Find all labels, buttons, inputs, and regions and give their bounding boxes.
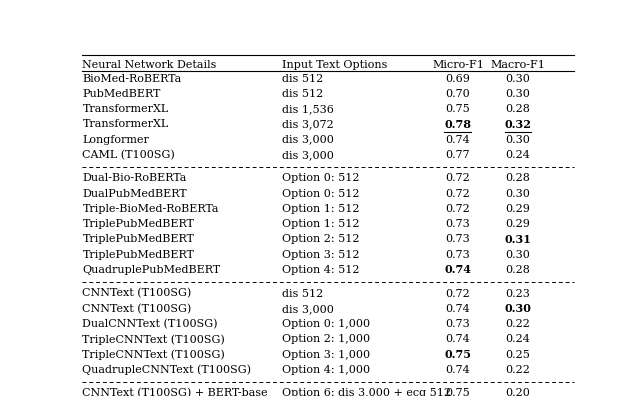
Text: TriplePubMedBERT: TriplePubMedBERT	[83, 250, 195, 260]
Text: dis 1,536: dis 1,536	[282, 104, 334, 114]
Text: PubMedBERT: PubMedBERT	[83, 89, 161, 99]
Text: 0.23: 0.23	[506, 289, 531, 299]
Text: Dual-Bio-RoBERTa: Dual-Bio-RoBERTa	[83, 173, 187, 183]
Text: 0.29: 0.29	[506, 219, 531, 229]
Text: 0.22: 0.22	[506, 365, 531, 375]
Text: Option 0: 512: Option 0: 512	[282, 189, 360, 199]
Text: CNNText (T100SG): CNNText (T100SG)	[83, 288, 192, 299]
Text: 0.30: 0.30	[506, 89, 531, 99]
Text: DualCNNText (T100SG): DualCNNText (T100SG)	[83, 319, 218, 329]
Text: Option 0: 1,000: Option 0: 1,000	[282, 319, 371, 329]
Text: TransformerXL: TransformerXL	[83, 119, 169, 129]
Text: dis 512: dis 512	[282, 89, 324, 99]
Text: 0.30: 0.30	[504, 303, 531, 314]
Text: 0.74: 0.74	[445, 304, 470, 314]
Text: Option 2: 1,000: Option 2: 1,000	[282, 334, 371, 345]
Text: Neural Network Details: Neural Network Details	[83, 60, 217, 70]
Text: 0.30: 0.30	[506, 135, 531, 145]
Text: Option 6: dis 3,000 + ecg 512: Option 6: dis 3,000 + ecg 512	[282, 388, 451, 396]
Text: 0.75: 0.75	[445, 104, 470, 114]
Text: 0.74: 0.74	[445, 334, 470, 345]
Text: 0.28: 0.28	[506, 265, 531, 275]
Text: QuadrupleCNNText (T100SG): QuadrupleCNNText (T100SG)	[83, 365, 252, 375]
Text: 0.72: 0.72	[445, 173, 470, 183]
Text: CNNText (T100SG): CNNText (T100SG)	[83, 304, 192, 314]
Text: DualPubMedBERT: DualPubMedBERT	[83, 189, 187, 199]
Text: Triple-BioMed-RoBERTa: Triple-BioMed-RoBERTa	[83, 204, 219, 214]
Text: 0.28: 0.28	[506, 173, 531, 183]
Text: 0.77: 0.77	[445, 150, 470, 160]
Text: 0.73: 0.73	[445, 219, 470, 229]
Text: QuadruplePubMedBERT: QuadruplePubMedBERT	[83, 265, 221, 275]
Text: 0.28: 0.28	[506, 104, 531, 114]
Text: dis 3,000: dis 3,000	[282, 150, 334, 160]
Text: 0.70: 0.70	[445, 89, 470, 99]
Text: Option 0: 512: Option 0: 512	[282, 173, 360, 183]
Text: 0.29: 0.29	[506, 204, 531, 214]
Text: Option 2: 512: Option 2: 512	[282, 234, 360, 244]
Text: Option 4: 1,000: Option 4: 1,000	[282, 365, 371, 375]
Text: dis 512: dis 512	[282, 74, 324, 84]
Text: 0.20: 0.20	[506, 388, 531, 396]
Text: Option 3: 1,000: Option 3: 1,000	[282, 350, 371, 360]
Text: Option 3: 512: Option 3: 512	[282, 250, 360, 260]
Text: CNNText (T100SG) + BERT-base: CNNText (T100SG) + BERT-base	[83, 388, 268, 396]
Text: 0.74: 0.74	[444, 265, 472, 276]
Text: 0.69: 0.69	[445, 74, 470, 84]
Text: Option 1: 512: Option 1: 512	[282, 204, 360, 214]
Text: Macro-F1: Macro-F1	[490, 60, 545, 70]
Text: Option 4: 512: Option 4: 512	[282, 265, 360, 275]
Text: 0.22: 0.22	[506, 319, 531, 329]
Text: 0.72: 0.72	[445, 189, 470, 199]
Text: 0.73: 0.73	[445, 250, 470, 260]
Text: 0.74: 0.74	[445, 365, 470, 375]
Text: 0.75: 0.75	[444, 349, 472, 360]
Text: 0.78: 0.78	[444, 119, 472, 130]
Text: 0.30: 0.30	[506, 250, 531, 260]
Text: 0.24: 0.24	[506, 334, 531, 345]
Text: dis 3,000: dis 3,000	[282, 304, 334, 314]
Text: 0.32: 0.32	[504, 119, 531, 130]
Text: 0.74: 0.74	[445, 135, 470, 145]
Text: TransformerXL: TransformerXL	[83, 104, 169, 114]
Text: BioMed-RoBERTa: BioMed-RoBERTa	[83, 74, 182, 84]
Text: Input Text Options: Input Text Options	[282, 60, 388, 70]
Text: dis 3,000: dis 3,000	[282, 135, 334, 145]
Text: TripleCNNText (T100SG): TripleCNNText (T100SG)	[83, 334, 225, 345]
Text: Option 1: 512: Option 1: 512	[282, 219, 360, 229]
Text: TriplePubMedBERT: TriplePubMedBERT	[83, 219, 195, 229]
Text: 0.30: 0.30	[506, 74, 531, 84]
Text: 0.73: 0.73	[445, 319, 470, 329]
Text: 0.72: 0.72	[445, 204, 470, 214]
Text: TriplePubMedBERT: TriplePubMedBERT	[83, 234, 195, 244]
Text: 0.72: 0.72	[445, 289, 470, 299]
Text: 0.73: 0.73	[445, 234, 470, 244]
Text: 0.25: 0.25	[506, 350, 531, 360]
Text: 0.75: 0.75	[445, 388, 470, 396]
Text: dis 512: dis 512	[282, 289, 324, 299]
Text: 0.30: 0.30	[506, 189, 531, 199]
Text: 0.24: 0.24	[506, 150, 531, 160]
Text: CAML (T100SG): CAML (T100SG)	[83, 150, 175, 160]
Text: TripleCNNText (T100SG): TripleCNNText (T100SG)	[83, 349, 225, 360]
Text: dis 3,072: dis 3,072	[282, 119, 334, 129]
Text: Longformer: Longformer	[83, 135, 149, 145]
Text: 0.31: 0.31	[504, 234, 531, 245]
Text: Micro-F1: Micro-F1	[432, 60, 484, 70]
